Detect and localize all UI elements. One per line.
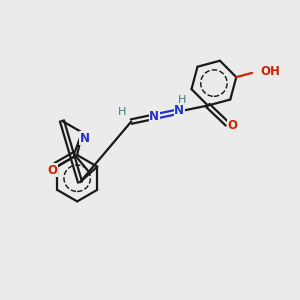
Text: O: O	[228, 119, 238, 132]
Text: N: N	[174, 104, 184, 117]
Text: O: O	[48, 164, 58, 177]
Text: N: N	[149, 110, 159, 123]
Text: N: N	[80, 132, 89, 145]
Text: H: H	[178, 94, 186, 105]
Text: H: H	[118, 107, 126, 117]
Text: OH: OH	[260, 65, 280, 78]
